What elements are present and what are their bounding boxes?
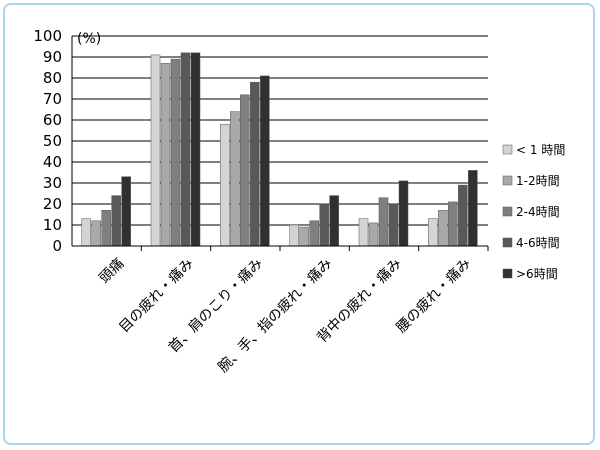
y-tick-label: 50: [43, 132, 62, 150]
bar: [111, 195, 121, 247]
y-tick-label: 10: [43, 216, 62, 234]
bar: [180, 52, 191, 247]
y-tick-label: 90: [43, 48, 62, 66]
bar: [428, 218, 438, 247]
category-label: 腰の疲れ・痛み: [393, 255, 474, 336]
y-tick-label: 80: [43, 69, 62, 87]
bar: [368, 222, 379, 247]
legend-swatch: [502, 237, 513, 248]
bars: [81, 52, 478, 247]
bar: [468, 170, 478, 247]
bar: [91, 220, 101, 247]
y-tick-label: 70: [43, 90, 62, 108]
legend-label: 1-2時間: [516, 174, 560, 188]
bar: [329, 195, 339, 247]
bar: [260, 75, 270, 247]
legend-swatch: [502, 175, 513, 186]
bar: [190, 52, 201, 247]
legend-label: 2-4時間: [516, 205, 560, 219]
bar: [398, 180, 409, 247]
bar: [81, 218, 91, 247]
bar: [438, 210, 448, 247]
bar: [448, 201, 458, 247]
bar: [299, 226, 309, 247]
axes: [71, 36, 489, 251]
legend-swatch: [502, 268, 513, 279]
bar: [220, 123, 230, 247]
category-label: 目の疲れ・痛み: [116, 255, 197, 336]
bar: [240, 94, 250, 247]
bar: [250, 81, 260, 247]
legend-label: >6時間: [516, 267, 558, 281]
category-label: 腕、手、指の疲れ・痛み: [215, 255, 336, 376]
bar: [319, 203, 329, 247]
bar: [358, 218, 369, 247]
y-tick-label: 40: [43, 153, 62, 171]
bar: [388, 203, 399, 247]
category-label: 頭痛: [96, 255, 128, 287]
unit-label: (%): [77, 31, 101, 47]
legend-label: < 1 時間: [516, 143, 565, 157]
bar: [160, 63, 171, 247]
y-tick-label: 30: [43, 174, 62, 192]
y-tick-labels: 0 10 20 30 40 50 60 70 80 90 100: [33, 27, 62, 255]
bar: [170, 58, 181, 247]
legend-swatch: [502, 144, 513, 155]
bar: [121, 176, 131, 247]
legend: < 1 時間 1-2時間 2-4時間 4-6時間 >6時間: [502, 143, 565, 281]
legend-label: 4-6時間: [516, 236, 560, 250]
y-tick-label: 60: [43, 111, 62, 129]
y-tick-label: 100: [33, 27, 62, 45]
bar: [458, 184, 468, 247]
bar: [101, 210, 111, 247]
gridlines: [72, 35, 488, 226]
bar: [378, 197, 389, 247]
y-tick-label: 0: [52, 237, 62, 255]
x-category-labels: 頭痛目の疲れ・痛み首、肩のこり・痛み腕、手、指の疲れ・痛み背中の疲れ・痛み腰の疲…: [96, 255, 474, 376]
bar: [309, 220, 319, 247]
legend-swatch: [502, 206, 513, 217]
y-tick-label: 20: [43, 195, 62, 213]
bar: [289, 224, 299, 247]
bar: [230, 111, 240, 247]
bar: [150, 54, 161, 247]
